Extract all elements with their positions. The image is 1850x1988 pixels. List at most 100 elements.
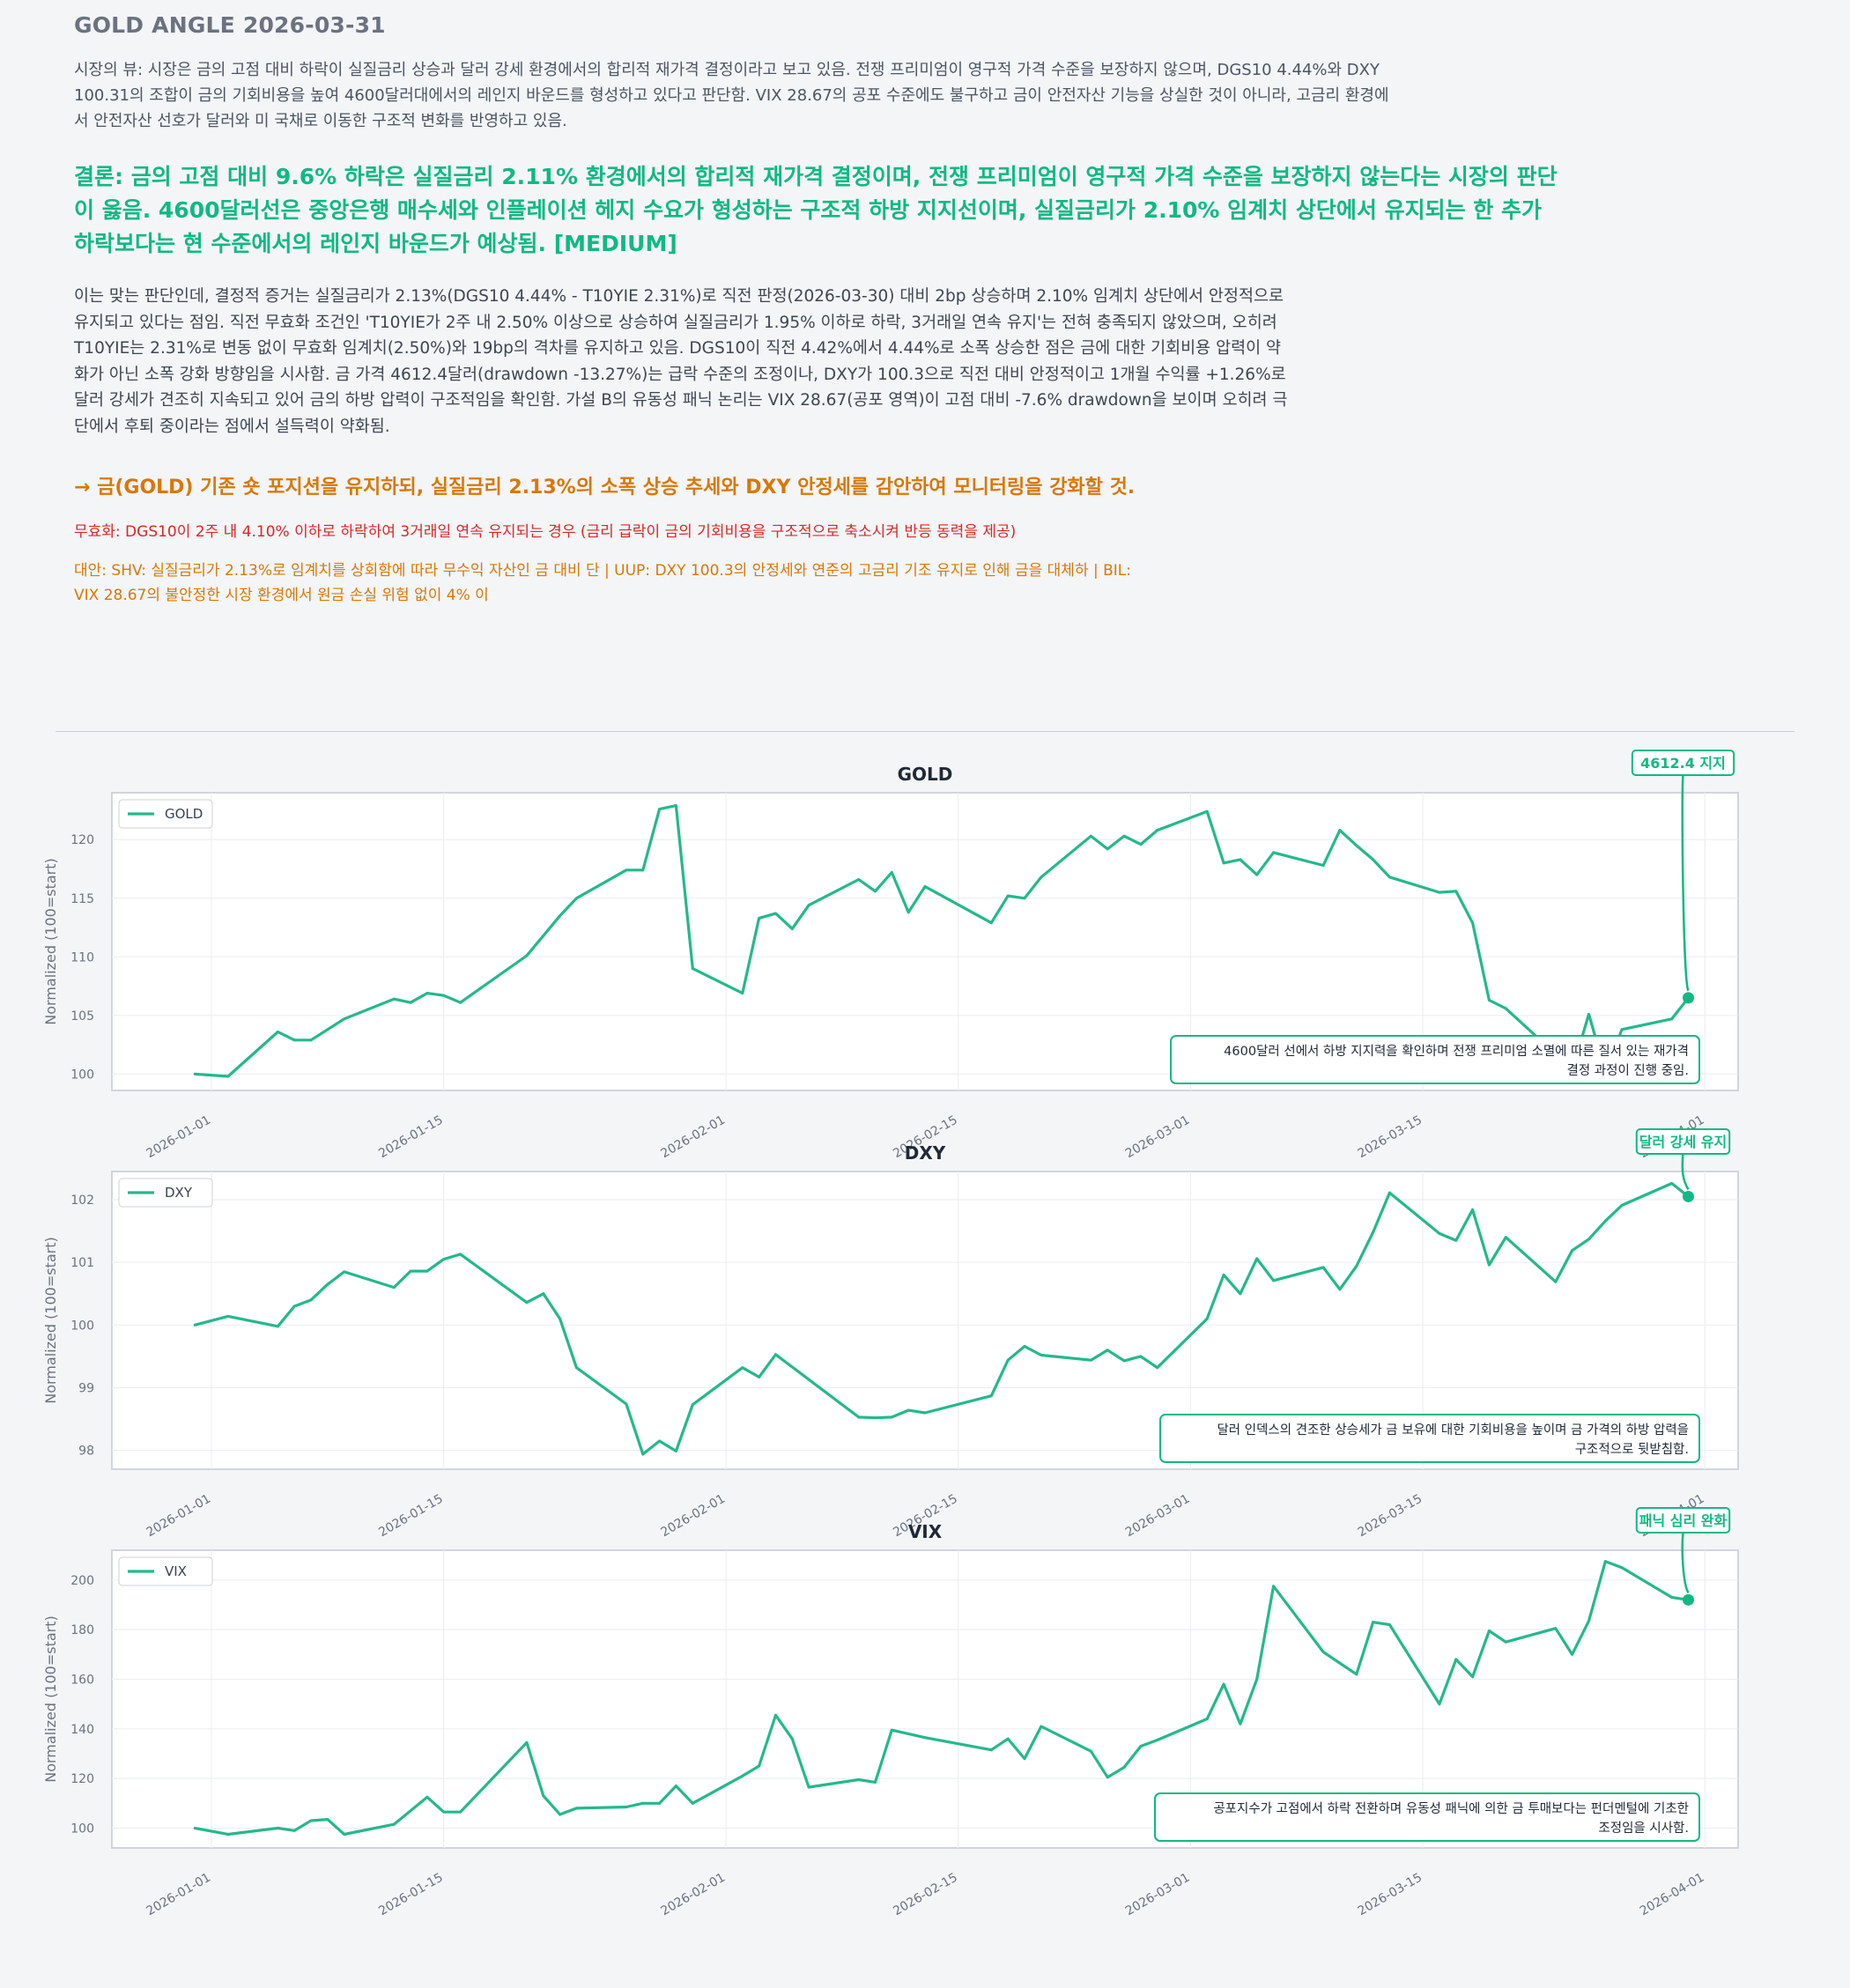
callout-label: 4612.4 지지 xyxy=(1640,755,1726,772)
data-point xyxy=(574,1366,578,1370)
data-point xyxy=(292,1304,296,1308)
data-point xyxy=(741,1366,744,1370)
data-point xyxy=(674,1449,677,1452)
callout-arrow xyxy=(1681,1532,1690,1593)
data-point xyxy=(923,1736,927,1740)
y-tick-label: 180 xyxy=(70,1623,94,1637)
data-point xyxy=(1554,1280,1558,1283)
note-text: 4600달러 선에서 하방 지지력을 확인하며 전쟁 프리미엄 소멸에 따른 질… xyxy=(1224,1044,1689,1059)
data-point xyxy=(1255,1257,1259,1260)
data-point xyxy=(857,877,861,881)
data-point xyxy=(674,1785,677,1788)
callout-annotation: 4612.4 지지 xyxy=(1631,750,1735,1004)
x-tick-label: 2026-02-01 xyxy=(658,1871,727,1919)
x-tick-label: 2026-03-15 xyxy=(1356,1492,1424,1541)
data-point xyxy=(989,1394,993,1398)
data-point xyxy=(658,808,662,811)
market-view-text: 시장의 뷰: 시장은 금의 고점 대비 하락이 실질금리 상승과 달러 강세 환… xyxy=(74,61,1389,130)
data-point xyxy=(309,1038,313,1042)
data-point xyxy=(426,1795,429,1799)
data-point xyxy=(1438,891,1441,894)
data-point xyxy=(276,1826,279,1829)
data-point xyxy=(1372,1621,1375,1624)
data-point xyxy=(1471,1675,1475,1679)
data-point xyxy=(1321,1266,1325,1269)
data-point xyxy=(409,1269,412,1273)
data-point xyxy=(1587,1238,1590,1241)
y-tick-label: 115 xyxy=(70,892,94,906)
note-box: 공포지수가 고점에서 하락 전환하며 유동성 패닉에 의한 금 투매보다는 펀더… xyxy=(1154,1792,1700,1842)
legend: DXY xyxy=(118,1178,213,1208)
data-point xyxy=(989,1748,993,1752)
y-axis-label: Normalized (100=start) xyxy=(42,1237,59,1404)
x-tick-label: 2026-01-01 xyxy=(144,1871,213,1919)
data-point xyxy=(276,1030,279,1033)
callout-annotation: 패닉 심리 완화 xyxy=(1635,1507,1731,1606)
charts-area: GOLD Normalized (100=start) 100 105 110 115 12… xyxy=(42,750,1739,1919)
chart-vix: VIX Normalized (100=start) 100 120 140 160 180… xyxy=(42,1507,1739,1919)
data-point xyxy=(1272,1279,1276,1282)
x-tick-label: 2026-04-01 xyxy=(1638,1871,1706,1919)
data-point xyxy=(625,1806,628,1809)
data-point xyxy=(1122,834,1126,838)
data-point xyxy=(1471,1208,1475,1211)
data-point xyxy=(1603,1560,1607,1563)
data-point xyxy=(773,1353,777,1356)
data-point xyxy=(906,911,910,914)
y-tick-label: 200 xyxy=(70,1574,94,1588)
data-point xyxy=(1023,1345,1026,1349)
y-tick-label: 102 xyxy=(70,1194,94,1208)
chart-gold: GOLD Normalized (100=start) 100 105 110 115 12… xyxy=(42,750,1739,1161)
data-point xyxy=(1205,1317,1209,1320)
data-point xyxy=(326,1818,329,1822)
data-point xyxy=(459,1810,462,1814)
data-point xyxy=(923,884,927,888)
data-point xyxy=(459,1001,462,1004)
x-tick-label: 2026-03-15 xyxy=(1356,1871,1424,1919)
legend: GOLD xyxy=(118,799,213,829)
y-tick-label: 140 xyxy=(70,1723,94,1737)
data-point xyxy=(1205,809,1209,813)
data-point xyxy=(906,1408,910,1412)
data-point xyxy=(542,1292,545,1296)
conclusion-text: 결론: 금의 고점 대비 9.6% 하락은 실질금리 2.11% 환경에서의 합… xyxy=(74,164,1558,256)
chart-title: GOLD xyxy=(898,764,953,785)
data-point xyxy=(292,1829,296,1832)
y-tick-label: 120 xyxy=(70,1772,94,1786)
note-text: 공포지수가 고점에서 하락 전환하며 유동성 패닉에 의한 금 투매보다는 펀더… xyxy=(1213,1801,1689,1816)
data-point xyxy=(1670,1596,1674,1600)
data-point xyxy=(807,1378,810,1381)
data-point xyxy=(691,967,694,971)
data-point xyxy=(790,1737,794,1740)
data-point xyxy=(559,1813,562,1816)
data-point xyxy=(1338,1661,1342,1665)
data-point xyxy=(1670,1182,1674,1186)
data-point xyxy=(1106,1349,1109,1352)
y-tick-label: 100 xyxy=(70,1319,94,1333)
data-point xyxy=(658,1801,662,1805)
data-point xyxy=(1670,1017,1674,1021)
data-point xyxy=(1603,1219,1607,1223)
data-point xyxy=(409,1809,412,1813)
data-point xyxy=(1106,847,1109,851)
data-point xyxy=(658,1439,662,1443)
data-point xyxy=(1587,1013,1590,1016)
data-point xyxy=(1338,1288,1342,1291)
data-point xyxy=(923,1411,927,1415)
data-point xyxy=(1321,1650,1325,1653)
data-point xyxy=(226,1314,230,1318)
data-point xyxy=(1355,844,1358,847)
x-tick-label: 2026-02-01 xyxy=(658,1492,727,1541)
data-point xyxy=(1239,1292,1242,1296)
note-box: 달러 인덱스의 견조한 상승세가 금 보유에 대한 기회비용을 높이며 금 가격… xyxy=(1159,1414,1700,1463)
data-point xyxy=(226,1833,230,1836)
data-point xyxy=(1487,1263,1491,1267)
legend-label: GOLD xyxy=(165,806,203,822)
data-point xyxy=(1355,1673,1358,1676)
callout-label: 패닉 심리 완화 xyxy=(1639,1512,1728,1529)
note-text: 조정임을 시사함. xyxy=(1598,1821,1689,1836)
x-tick-label: 2026-01-01 xyxy=(144,1492,213,1541)
data-point xyxy=(1454,890,1458,893)
data-point xyxy=(326,1028,329,1031)
data-point xyxy=(758,916,761,920)
